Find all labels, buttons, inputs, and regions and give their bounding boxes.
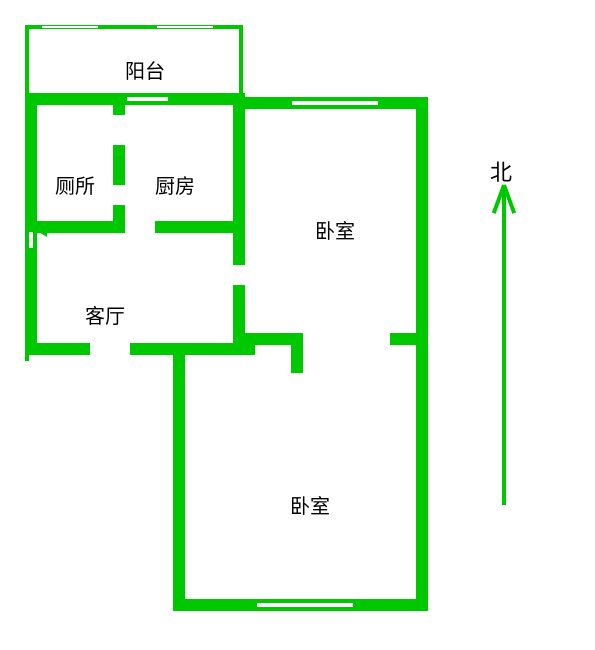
room-label-bedroom1: 卧室 bbox=[315, 215, 355, 244]
wall-thin bbox=[25, 100, 29, 225]
wall-segment bbox=[25, 25, 29, 95]
room-label-living: 客厅 bbox=[85, 300, 125, 329]
wall-segment bbox=[113, 205, 125, 233]
wall-segment bbox=[233, 93, 245, 265]
door-marker bbox=[37, 225, 47, 237]
window-inner bbox=[257, 603, 353, 607]
window-inner bbox=[292, 101, 378, 105]
window-inner bbox=[42, 26, 98, 28]
wall-segment bbox=[113, 93, 125, 115]
window-inner bbox=[157, 26, 213, 28]
wall-segment bbox=[25, 93, 125, 105]
window-inner bbox=[29, 232, 33, 248]
wall-segment bbox=[291, 333, 303, 373]
compass-label: 北 bbox=[490, 155, 512, 187]
wall-segment bbox=[155, 221, 245, 233]
room-label-toilet: 厕所 bbox=[55, 170, 95, 199]
room-label-balcony: 阳台 bbox=[125, 55, 165, 84]
room-label-bedroom2: 卧室 bbox=[290, 490, 330, 519]
wall-segment bbox=[130, 343, 255, 355]
wall-segment bbox=[416, 97, 428, 345]
wall-segment bbox=[113, 145, 125, 185]
wall-segment bbox=[173, 343, 185, 611]
wall-segment bbox=[416, 343, 428, 611]
wall-segment bbox=[25, 343, 90, 355]
room-label-kitchen: 厨房 bbox=[155, 170, 195, 199]
compass-line bbox=[502, 185, 506, 505]
window-inner bbox=[127, 97, 168, 101]
wall-thin bbox=[25, 353, 29, 361]
wall-segment bbox=[239, 25, 243, 95]
